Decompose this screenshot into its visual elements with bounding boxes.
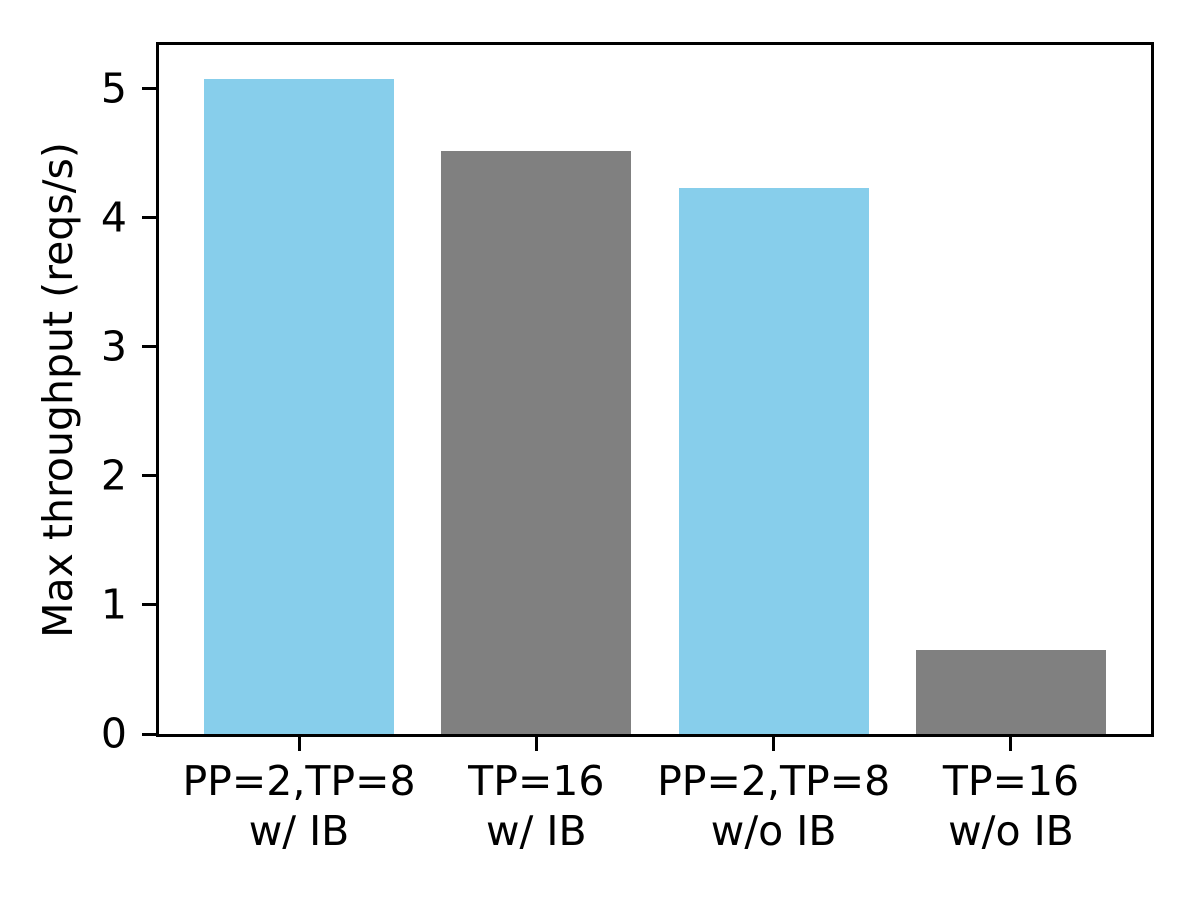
y-tick [142, 474, 156, 478]
x-tick-label: TP=16 w/ IB [468, 756, 604, 856]
x-tick-label: PP=2,TP=8 w/o IB [657, 756, 890, 856]
y-tick-label: 1 [100, 580, 127, 629]
x-tick-label: TP=16 w/o IB [943, 756, 1079, 856]
y-tick [142, 87, 156, 91]
y-tick [142, 345, 156, 349]
x-tick-label-line: PP=2,TP=8 [657, 757, 891, 805]
x-tick-label-line: TP=16 [468, 757, 605, 805]
x-tick-label-line: w/ IB [486, 807, 587, 855]
x-tick-label: PP=2,TP=8 w/ IB [182, 756, 415, 856]
y-tick [142, 216, 156, 220]
x-tick [297, 737, 301, 751]
x-tick-label-line: PP=2,TP=8 [182, 757, 416, 805]
x-tick [1009, 737, 1013, 751]
bar-4 [916, 650, 1106, 734]
y-tick-label: 4 [100, 193, 127, 242]
x-tick-label-line: w/o IB [948, 807, 1074, 855]
y-tick [142, 603, 156, 607]
y-tick-label: 5 [100, 64, 127, 113]
x-tick-label-line: w/ IB [248, 807, 350, 855]
y-tick-label: 2 [100, 451, 127, 500]
x-tick [772, 737, 776, 751]
bar-1 [204, 78, 394, 734]
y-tick-label: 3 [100, 322, 127, 371]
y-tick-label: 0 [100, 709, 127, 758]
bar-2 [441, 150, 632, 734]
x-tick-label-line: w/o IB [710, 807, 837, 855]
x-tick [534, 737, 538, 751]
x-tick-label-line: TP=16 [942, 757, 1080, 805]
y-tick [142, 732, 156, 736]
bar-3 [678, 188, 869, 734]
